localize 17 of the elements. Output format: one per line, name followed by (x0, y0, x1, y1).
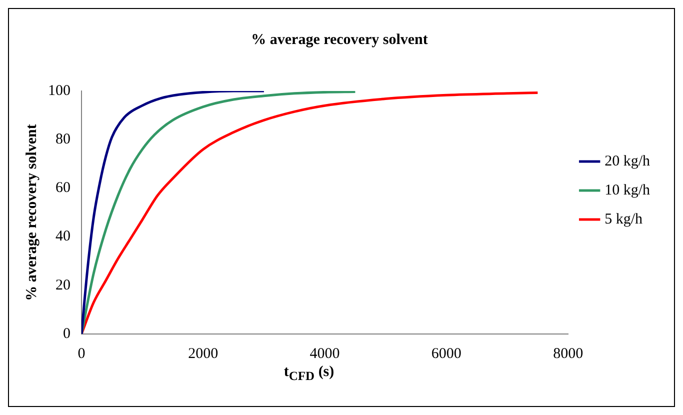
chart-title: % average recovery solvent (251, 32, 428, 48)
y-tick-label: 100 (48, 82, 70, 99)
y-tick-label: 80 (56, 132, 70, 148)
y-axis-title: % average recovery solvent (24, 124, 40, 301)
legend-label: 5 kg/h (604, 211, 643, 228)
legend-label: 20 kg/h (604, 153, 650, 170)
y-tick-label: 60 (56, 180, 70, 196)
y-tick-label: 0 (63, 326, 70, 342)
x-tick-label: 8000 (553, 346, 584, 362)
x-tick-label: 2000 (188, 346, 218, 362)
x-tick-label: 4000 (310, 346, 340, 362)
y-tick-label: 40 (56, 228, 70, 245)
x-tick-label: 6000 (431, 346, 462, 362)
x-tick-label: 0 (78, 346, 86, 362)
legend-label: 10 kg/h (604, 182, 650, 198)
x-axis-title: t$_{CFD}$ (s) (282, 364, 336, 384)
y-tick-label: 20 (56, 277, 70, 294)
